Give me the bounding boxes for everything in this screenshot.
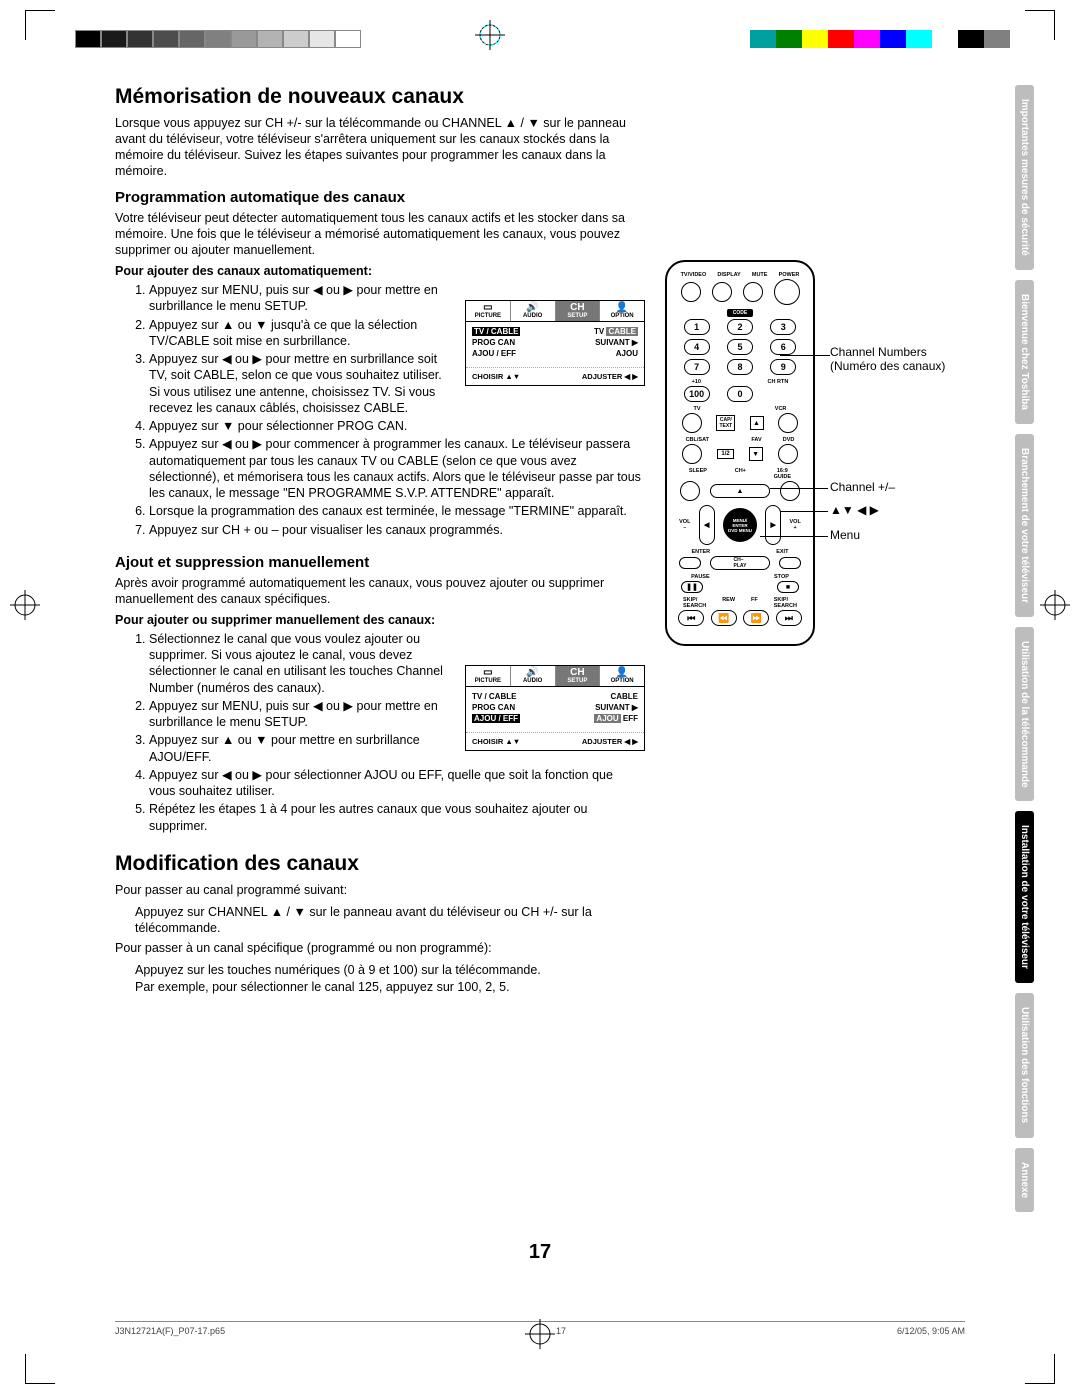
- step-item: Appuyez sur CH + ou – pour visualiser le…: [149, 522, 645, 538]
- remote-body: TV/VIDEODISPLAYMUTEPOWER CODE 123 456 78…: [665, 260, 815, 646]
- step-item: Lorsque la programmation des canaux est …: [149, 503, 645, 519]
- mod-line2b: Appuyez sur les touches numériques (0 à …: [135, 962, 645, 978]
- section-title-modification: Modification des canaux: [115, 852, 645, 876]
- callout-menu: Menu: [830, 528, 860, 542]
- grayscale-strip: [75, 30, 361, 48]
- tab-annexe: Annexe: [1015, 1148, 1034, 1212]
- manual-body: Après avoir programmé automatiquement le…: [115, 575, 645, 607]
- mod-line2c: Par exemple, pour sélectionner le canal …: [135, 979, 645, 995]
- page-number: 17: [0, 1241, 1080, 1264]
- osd-box-1: ▭PICTURE🔊AUDIOCHSETUP👤OPTIONTV / CABLETV…: [465, 300, 645, 386]
- remote-illustration: TV/VIDEODISPLAYMUTEPOWER CODE 123 456 78…: [665, 260, 985, 646]
- registration-target-left: [10, 590, 40, 625]
- step-item: Appuyez sur ◀ ou ▶ pour sélectionner AJO…: [149, 767, 645, 800]
- printer-marks-top: [0, 0, 1080, 50]
- page-content: Importantes mesures de sécurité Bienvenu…: [115, 85, 965, 995]
- menu-button: MENU/ ENTER DVD MENU: [723, 508, 757, 542]
- tab-branchement: Branchement de votre téléviseur: [1015, 434, 1034, 617]
- mod-line2: Pour passer à un canal spécifique (progr…: [115, 940, 645, 956]
- registration-target-bottom: [525, 1319, 555, 1354]
- color-strip: [750, 30, 1010, 48]
- lead-auto: Pour ajouter des canaux automatiquement:: [115, 264, 645, 278]
- power-button: [774, 279, 800, 305]
- section-tabs: Importantes mesures de sécurité Bienvenu…: [1015, 85, 1050, 1222]
- step-item: Répétez les étapes 1 à 4 pour les autres…: [149, 801, 645, 834]
- intro-text: Lorsque vous appuyez sur CH +/- sur la t…: [115, 115, 645, 179]
- step-item: Appuyez sur ▼ pour sélectionner PROG CAN…: [149, 418, 645, 434]
- callout-arrows: ▲▼ ◀ ▶: [830, 503, 879, 517]
- tab-fonctions: Utilisation des fonctions: [1015, 993, 1034, 1137]
- mod-line1: Pour passer au canal programmé suivant:: [115, 882, 645, 898]
- tab-bienvenue: Bienvenue chez Toshiba: [1015, 280, 1034, 424]
- registration-target: [475, 20, 505, 50]
- tab-installation: Installation de votre téléviseur: [1015, 811, 1034, 983]
- osd-box-2: ▭PICTURE🔊AUDIOCHSETUP👤OPTIONTV / CABLECA…: [465, 665, 645, 751]
- mod-line1b: Appuyez sur CHANNEL ▲ / ▼ sur le panneau…: [135, 904, 645, 937]
- lead-manual: Pour ajouter ou supprimer manuellement d…: [115, 613, 645, 627]
- auto-body: Votre téléviseur peut détecter automatiq…: [115, 210, 645, 258]
- tab-telecommande: Utilisation de la télécommande: [1015, 627, 1034, 802]
- tab-securite: Importantes mesures de sécurité: [1015, 85, 1034, 270]
- section-title-memorisation: Mémorisation de nouveaux canaux: [115, 85, 645, 109]
- callout-channel-pm: Channel +/–: [830, 480, 895, 494]
- subheading-manual: Ajout et suppression manuellement: [115, 554, 645, 571]
- step-item: Appuyez sur ◀ ou ▶ pour commencer à prog…: [149, 436, 645, 501]
- subheading-auto: Programmation automatique des canaux: [115, 189, 645, 206]
- callout-channel-numbers: Channel Numbers (Numéro des canaux): [830, 345, 970, 374]
